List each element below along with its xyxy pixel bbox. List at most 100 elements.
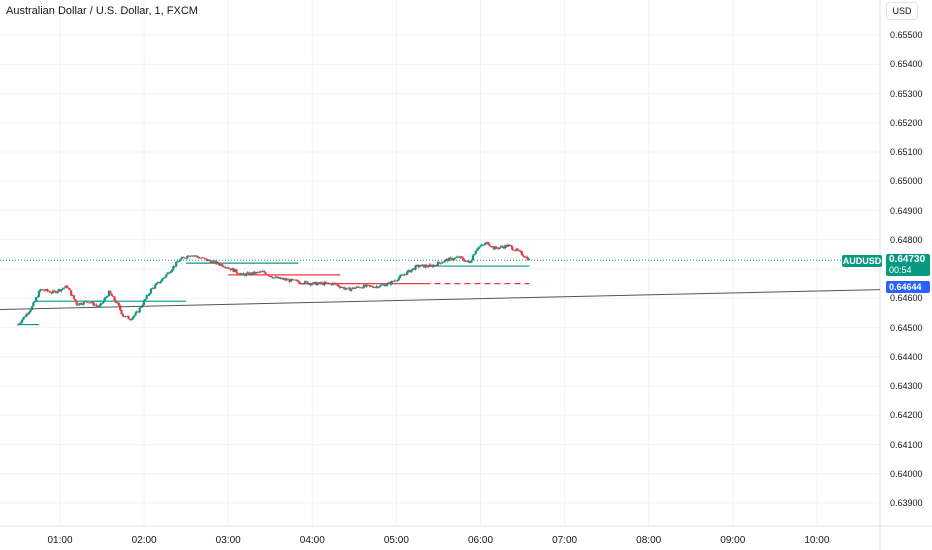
- candle-body: [457, 256, 461, 258]
- price-tick-label: 0.65500: [890, 30, 923, 40]
- candle-body: [480, 244, 483, 247]
- price-tick-label: 0.64300: [890, 381, 923, 391]
- candle-body: [315, 281, 318, 286]
- candle-body: [189, 255, 192, 257]
- candle-body: [470, 260, 473, 263]
- candle-body: [161, 278, 164, 282]
- candle-body: [334, 283, 337, 285]
- candle-body: [425, 265, 428, 267]
- candle-body: [113, 296, 116, 301]
- candle-body: [212, 260, 216, 262]
- candle-body: [193, 255, 196, 257]
- candle-body: [428, 264, 431, 267]
- candle-body: [99, 303, 102, 306]
- candle-body: [273, 277, 276, 279]
- candle-body: [340, 287, 343, 289]
- candle-body: [420, 264, 423, 267]
- candle-body: [23, 316, 27, 318]
- candle-body: [65, 285, 69, 288]
- candle-body: [288, 279, 291, 282]
- candle-body: [239, 273, 242, 275]
- candle-body: [424, 265, 427, 268]
- candle-body: [418, 266, 421, 268]
- candle-body: [467, 260, 470, 263]
- candle-body: [25, 313, 28, 317]
- candle-body: [506, 244, 510, 247]
- candle-body: [502, 246, 505, 249]
- candle-body: [372, 287, 375, 288]
- candle-body: [53, 290, 56, 292]
- candle-body: [310, 284, 314, 286]
- candle-body: [396, 280, 399, 282]
- candle-body: [22, 317, 25, 320]
- candle-body: [217, 261, 220, 265]
- price-tick-label: 0.65300: [890, 88, 923, 99]
- candle-body: [280, 278, 283, 280]
- time-tick-label: 10:00: [804, 535, 830, 546]
- candle-body: [245, 273, 248, 276]
- currency-button[interactable]: USD: [886, 2, 918, 20]
- price-tick-label: 0.65200: [890, 117, 923, 128]
- candle-body: [236, 272, 239, 274]
- candle-body: [268, 275, 272, 277]
- candle-body: [519, 250, 522, 252]
- candle-body: [413, 268, 416, 270]
- candle-body: [350, 288, 353, 291]
- candle-body: [180, 257, 183, 260]
- candle-body: [92, 301, 95, 306]
- candle-body: [278, 277, 281, 279]
- candle-body: [408, 270, 412, 273]
- candle-body: [134, 312, 137, 316]
- candle-body: [435, 265, 438, 266]
- trendline[interactable]: [0, 289, 881, 310]
- candle-body: [380, 284, 384, 286]
- candle-body: [401, 274, 405, 276]
- candle-body: [352, 287, 356, 289]
- candle-body: [56, 291, 59, 293]
- candle-body: [145, 295, 148, 299]
- candle-body: [16, 324, 20, 326]
- price-tick-label: 0.65100: [890, 147, 923, 157]
- candle-body: [270, 275, 273, 278]
- candle-body: [336, 284, 339, 286]
- candle-body: [82, 301, 85, 305]
- candle-body: [149, 288, 153, 294]
- candle-body: [168, 272, 171, 274]
- price-tick-label: 0.64200: [890, 410, 923, 421]
- candle-body: [434, 264, 437, 266]
- candle-body: [86, 302, 90, 303]
- candle-body: [394, 280, 398, 282]
- candle-body: [151, 287, 154, 289]
- candle-body: [445, 258, 448, 260]
- candle-body: [190, 255, 193, 257]
- chart-title: Australian Dollar / U.S. Dollar, 1, FXCM: [6, 5, 198, 17]
- candle-body: [105, 296, 108, 298]
- candle-body: [522, 255, 525, 257]
- candle-body: [448, 257, 451, 262]
- candle-body: [75, 301, 78, 305]
- time-tick-label: 04:00: [299, 535, 325, 546]
- time-tick-label: 05:00: [383, 535, 409, 546]
- candle-body: [95, 304, 98, 306]
- candle-body: [71, 295, 74, 297]
- candle-body: [337, 284, 340, 287]
- candle-body: [313, 281, 316, 283]
- candle-body: [277, 277, 280, 279]
- candle-body: [379, 284, 382, 287]
- candle-body: [40, 289, 43, 290]
- candle-body: [329, 283, 332, 285]
- candle-body: [417, 264, 420, 267]
- candle-body: [303, 281, 307, 284]
- candle-body: [456, 256, 459, 258]
- candle-body: [88, 302, 91, 304]
- candle-body: [135, 311, 139, 313]
- candle-body: [186, 255, 189, 259]
- last-price-value: 0.64730: [889, 254, 926, 265]
- candle-body: [72, 295, 76, 299]
- candle-body: [67, 287, 70, 289]
- candle-body: [124, 316, 127, 317]
- candle-body: [214, 260, 217, 264]
- candle-body: [169, 271, 172, 274]
- candle-body: [389, 282, 392, 285]
